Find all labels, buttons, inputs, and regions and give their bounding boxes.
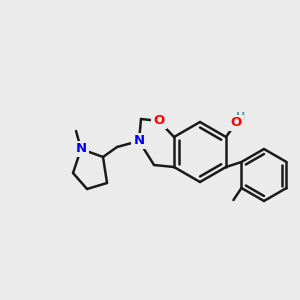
- Text: H: H: [236, 112, 246, 122]
- Text: N: N: [76, 142, 87, 155]
- Text: O: O: [153, 115, 165, 128]
- Text: O: O: [230, 116, 242, 130]
- Text: N: N: [134, 134, 145, 148]
